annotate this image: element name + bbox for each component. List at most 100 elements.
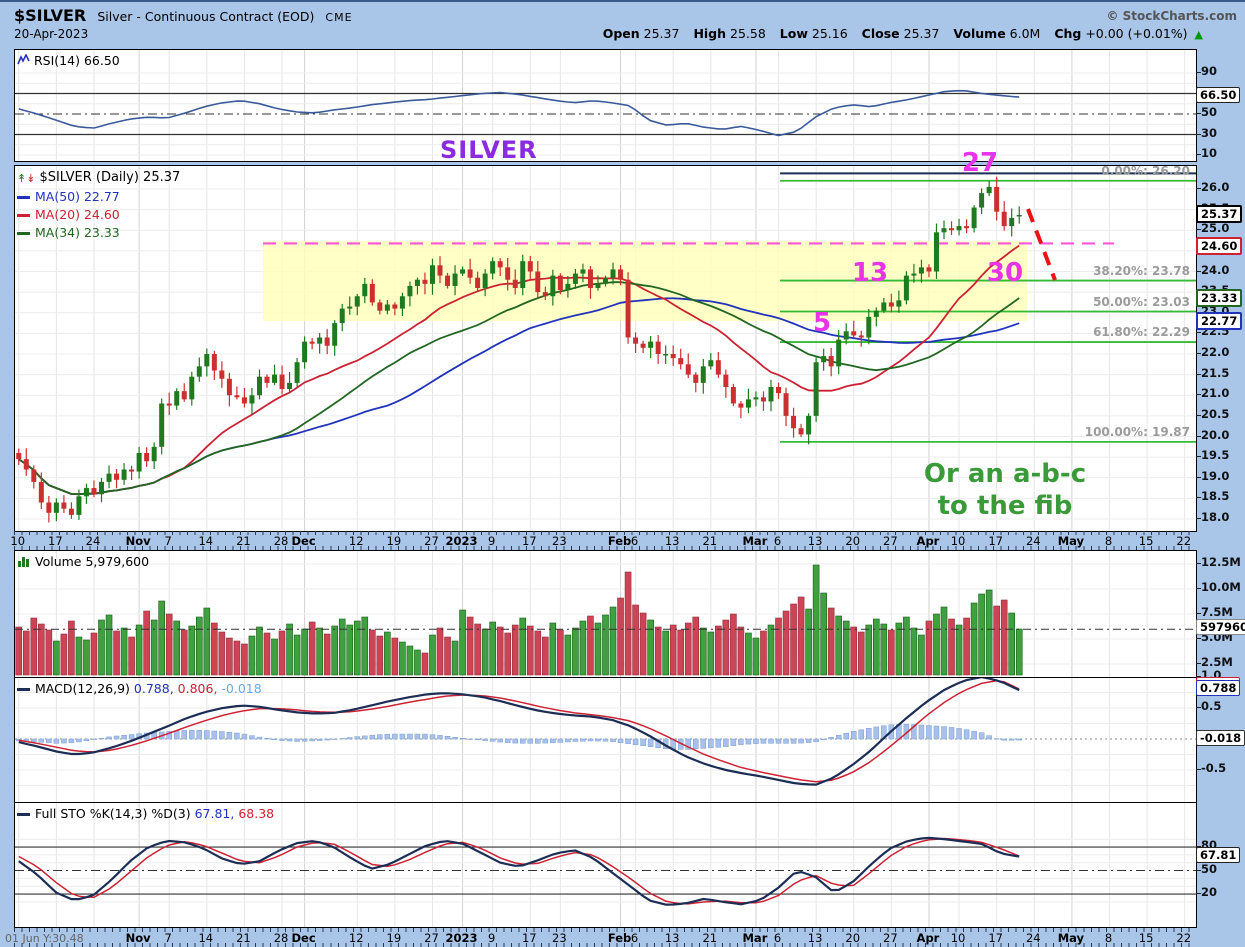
date-axis-label: 28 [273,931,289,945]
date-axis-label: 15 [1138,931,1154,945]
price-chart-icon: ↟↡ [17,172,36,185]
volume-legend-text: Volume 5,979,600 [35,554,150,569]
date-axis-label: 10 [950,534,966,548]
price-tick-label: 21.5 [1201,365,1230,380]
price-tick-label: 20.5 [1201,406,1230,421]
stockcharts-copyright-link[interactable]: © StockCharts.com [1106,9,1237,23]
macd-panel [14,677,1197,803]
date-axis-label: 14 [198,534,214,548]
date-axis-label: 8 [1104,931,1113,945]
close-label: Close [861,26,900,41]
date-axis-label: 17 [48,534,63,548]
fib-level-label: 38.20%: 23.78 [1093,263,1190,278]
sto-tick-label: 50 [1201,861,1218,876]
axis-tick-mark [1196,270,1201,272]
date-axis-label: Apr [916,931,940,945]
axis-tick-mark [1196,676,1201,677]
macd-signal-value: 0.806, [177,681,218,696]
date-axis-label: 17 [521,534,537,548]
date-axis-label: 27 [883,534,898,548]
date-axis-label: 19 [386,931,402,945]
date-axis-label: Dec [291,931,316,945]
axis-tick-mark [1196,154,1201,155]
fib-level-label: 50.00%: 23.03 [1093,294,1190,309]
ma50-line-icon [17,196,30,199]
sto-line-icon [17,813,30,816]
volume-value: 6.0M [1009,26,1041,41]
rsi-value-box: 66.50 [1196,87,1241,104]
date-axis-label: 21 [702,931,718,945]
axis-tick-mark [1196,188,1201,189]
date-axis-label: Apr [916,534,940,548]
axis-tick-mark [1196,435,1201,437]
date-axis-label: 14 [198,931,214,945]
volume-legend: Volume 5,979,600 [17,554,149,570]
date-axis-label: May [1057,931,1085,945]
date-axis-label: 2023 [445,534,478,548]
cycle-count-annotation: 13 [851,258,889,288]
date-axis-label: 17 [988,931,1003,945]
price-tick-label: 18.0 [1201,510,1230,524]
price-tick-label: 21.0 [1201,386,1230,401]
date-axis-label: 6 [630,534,639,548]
date-axis-label: 21 [236,534,251,548]
sto-value-box: 67.81 [1196,846,1241,863]
date-axis-label: Mar [742,534,768,548]
price-panel [14,165,1197,532]
axis-tick-mark [1196,113,1201,114]
macd-legend-text: MACD(12,26,9) [35,681,130,696]
price-tick-label: 25.0 [1201,221,1230,236]
fib-level-label: 100.00%: 19.87 [1084,424,1190,439]
axis-tick-mark [1196,373,1201,375]
sto-d-value: 68.38 [238,806,275,821]
date-axis-label: 27 [424,931,439,945]
date-axis-label: 20 [845,534,861,548]
bottom-axis-ticks-bottom [14,943,1195,947]
macd-value-box: 0.788 [1196,680,1241,697]
date-axis-label: 23 [552,931,567,945]
fib-level-label: 61.80%: 22.29 [1093,325,1190,340]
axis-tick-mark [1196,893,1201,895]
ma34-legend-text: MA(34) 23.33 [35,225,120,240]
abc-fib-annotation: Or an a-b-c to the fib [923,459,1087,521]
macd-hist-box: -0.018 [1196,730,1245,747]
date-axis-label: 17 [521,931,537,945]
date-axis-label: 13 [664,534,680,548]
price-tick-label: 18.5 [1201,489,1230,504]
volume-panel [14,550,1197,678]
low-label: Low [779,26,808,41]
price-tick-label: 26.0 [1201,180,1230,194]
cycle-count-annotation: 5 [812,308,832,338]
date-axis-label: 21 [702,534,718,548]
rsi-indicator-icon [17,53,30,69]
date-axis-label: 6 [630,931,639,945]
axis-tick-mark [1196,394,1201,396]
ohlc-quote-row: Open 25.37 High 25.58 Low 25.16 Close 25… [593,26,1203,41]
date-axis-label: 13 [807,931,823,945]
cycle-count-annotation: 30 [986,258,1024,288]
date-axis-label: 19 [386,534,402,548]
date-axis-label: 10 [950,931,966,945]
rsi-tick-label: 90 [1201,64,1218,78]
symbol-title: $SILVER [14,6,87,25]
bottom-axis-ticks-top [14,928,1195,932]
ma-value-box: 24.60 [1196,236,1243,255]
price-tick-label: 20.0 [1201,427,1230,442]
date-axis-label: Mar [742,931,768,945]
ma-value-box: 23.33 [1196,289,1243,308]
main-legend-text: $SILVER (Daily) 25.37 [39,170,181,185]
sto-legend: Full STO %K(14,3) %D(3) 67.81, 68.38 [17,806,274,821]
silver-annotation: SILVER [440,136,538,164]
rsi-tick-label: 30 [1201,125,1218,140]
ma20-line-icon [17,214,30,217]
stochastic-plot [15,803,1196,927]
rsi-legend-text: RSI(14) 66.50 [34,53,120,68]
chart-header: $SILVER Silver - Continuous Contract (EO… [14,6,353,25]
date-axis-label: May [1057,534,1085,548]
ma34-legend: MA(34) 23.33 [17,225,120,240]
macd-line-icon [17,688,30,691]
date-axis-label: 22 [1176,931,1192,945]
macd-plot [15,678,1196,802]
symbol-description: Silver - Continuous Contract (EOD) [97,9,315,24]
